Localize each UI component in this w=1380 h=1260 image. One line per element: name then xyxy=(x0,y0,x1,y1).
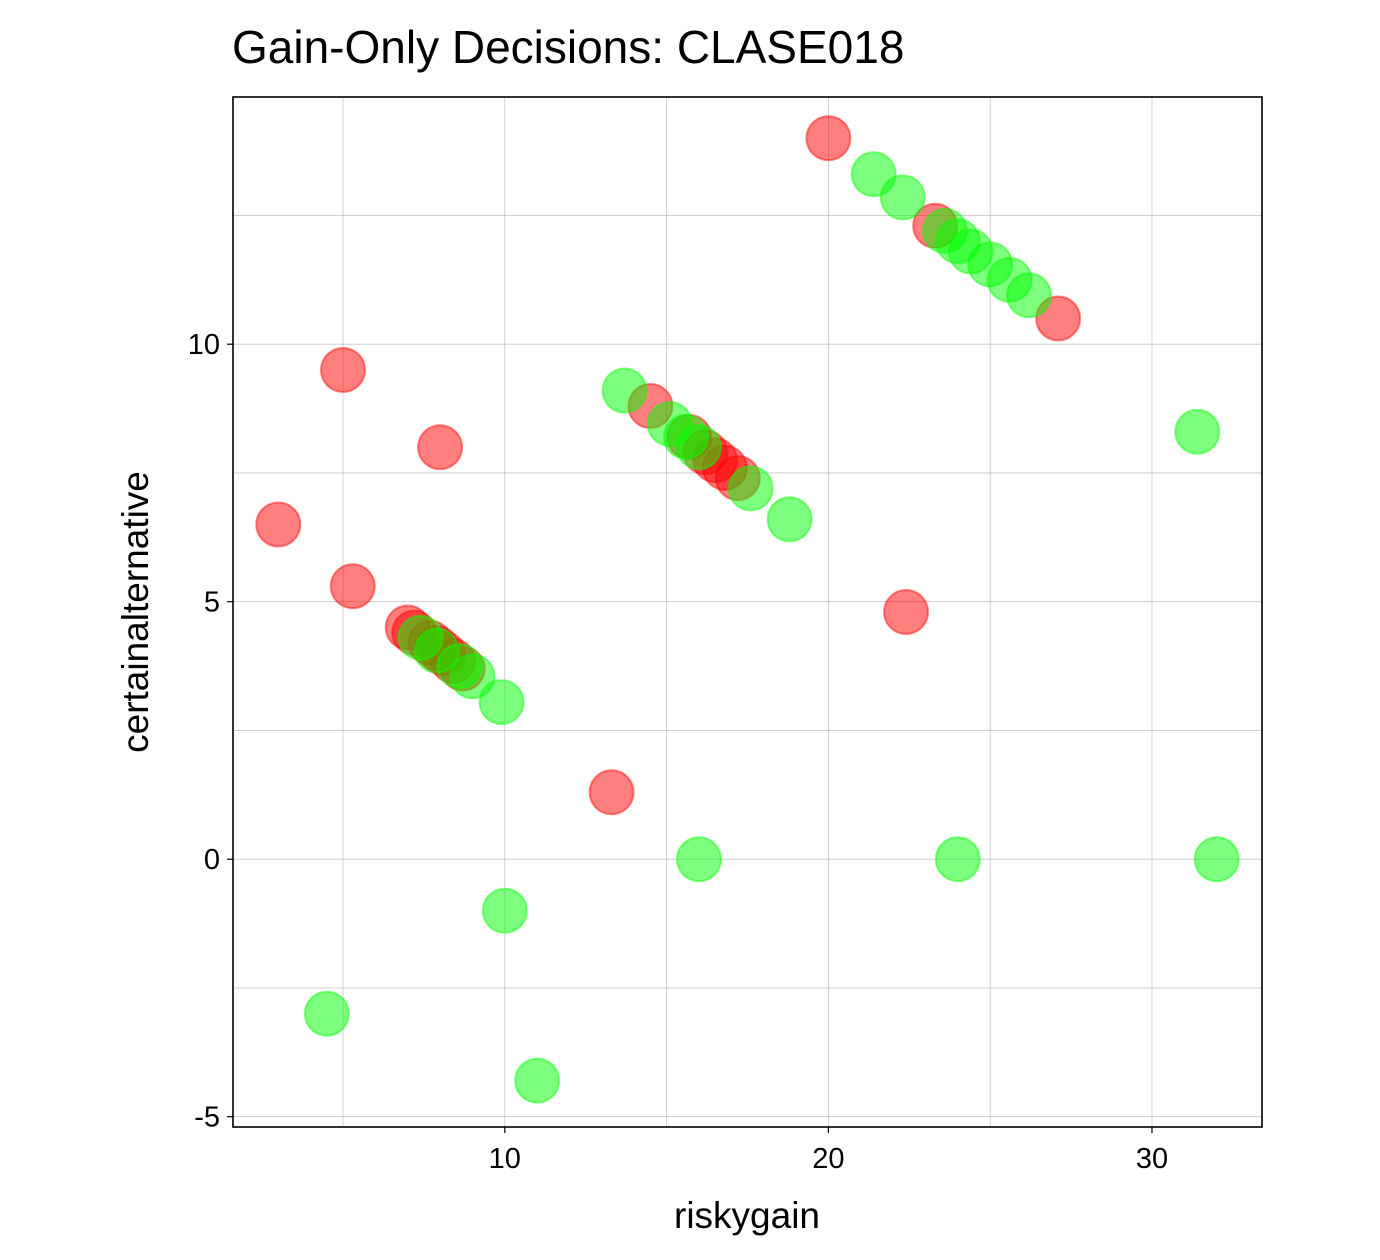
gamble-point xyxy=(329,563,376,610)
safe-point xyxy=(481,887,528,934)
safe-point xyxy=(303,990,350,1037)
safe-point xyxy=(1193,836,1240,883)
safe-point xyxy=(727,465,774,512)
x-tick-label: 10 xyxy=(489,1143,521,1175)
safe-point xyxy=(934,836,981,883)
safe-point xyxy=(449,653,496,700)
y-tick-label: 5 xyxy=(204,587,220,619)
x-tick-label: 20 xyxy=(812,1143,844,1175)
safe-point xyxy=(601,367,648,414)
safe-point xyxy=(879,174,926,221)
safe-point xyxy=(1006,272,1053,319)
y-tick-label: 10 xyxy=(188,329,220,361)
safe-point xyxy=(675,424,722,471)
safe-point xyxy=(514,1057,561,1104)
safe-point xyxy=(675,836,722,883)
x-axis-title: riskygain xyxy=(674,1195,820,1236)
gamble-point xyxy=(805,115,852,162)
y-tick-label: 0 xyxy=(204,844,220,876)
grid-lines xyxy=(233,97,1262,1127)
gamble-point xyxy=(255,501,302,548)
x-tick-label: 30 xyxy=(1136,1143,1168,1175)
y-tick-label: -5 xyxy=(194,1102,220,1134)
safe-point xyxy=(478,679,525,726)
gamble-point xyxy=(883,589,930,635)
axis-ticks: 10 20 30 -5 0 5 10 xyxy=(188,329,1168,1175)
y-axis-title: certainalternative xyxy=(115,471,156,753)
data-points xyxy=(255,115,1240,1104)
gamble-point xyxy=(320,346,367,393)
safe-point xyxy=(766,496,813,543)
chart-title: Gain-Only Decisions: CLASE018 xyxy=(232,21,904,73)
gamble-point xyxy=(417,424,464,471)
plot-frame xyxy=(232,96,1263,1128)
safe-point xyxy=(1174,408,1221,455)
gamble-point xyxy=(588,769,635,816)
